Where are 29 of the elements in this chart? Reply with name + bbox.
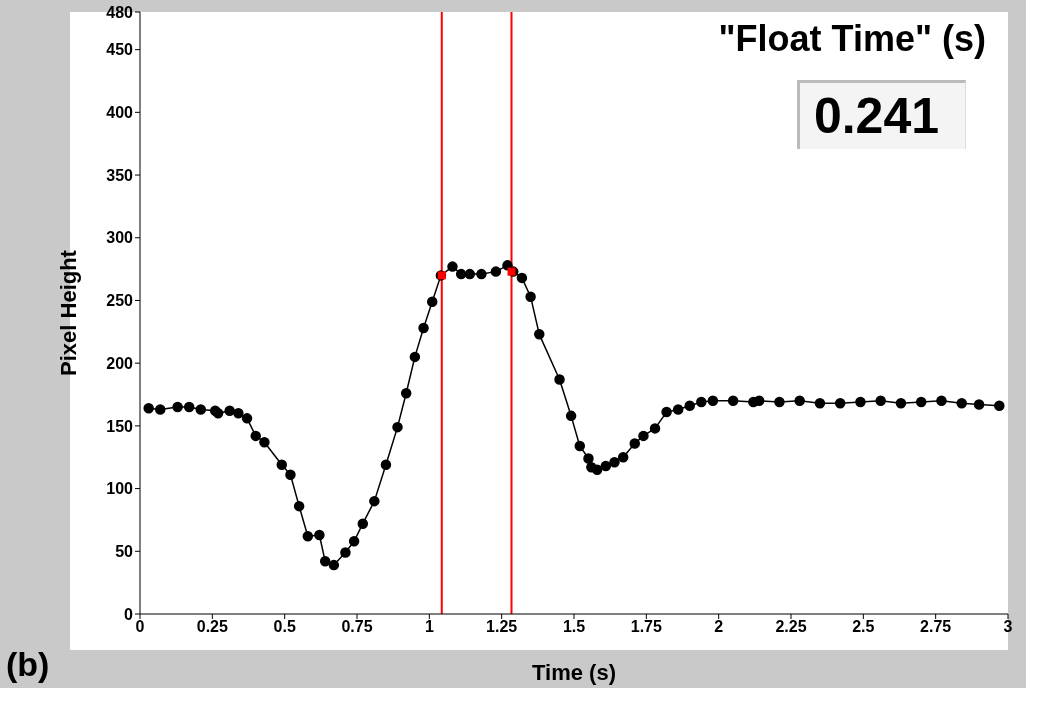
x-tick-label: 2.5 xyxy=(852,618,875,636)
x-tick-label: 2.25 xyxy=(775,618,807,636)
y-tick-label: 50 xyxy=(115,542,134,560)
y-tick-label: 450 xyxy=(106,41,134,59)
x-tick-label: 3 xyxy=(1003,618,1013,636)
y-tick-label: 350 xyxy=(106,166,134,184)
y-tick-label: 250 xyxy=(106,292,134,310)
y-tick-label: 200 xyxy=(106,354,134,372)
y-tick-label: 300 xyxy=(106,229,134,247)
x-axis-title: Time (s) xyxy=(532,660,616,685)
x-tick-label: 0 xyxy=(135,618,145,636)
x-tick-label: 1.5 xyxy=(562,618,586,636)
x-tick-label: 0.5 xyxy=(273,618,296,636)
annotation: "Float Time" (s) xyxy=(718,18,986,60)
y-tick-label: 480 xyxy=(106,3,134,21)
annotation: 0.241 xyxy=(796,80,966,149)
y-tick-label: 100 xyxy=(106,480,134,498)
x-tick-label: 0.75 xyxy=(341,618,373,636)
y-tick-label: 400 xyxy=(106,104,134,122)
x-tick-label: 1.25 xyxy=(486,618,518,636)
y-tick-label: 150 xyxy=(106,417,134,435)
x-tick-label: 1.75 xyxy=(630,618,663,636)
x-tick-label: 1 xyxy=(424,618,434,636)
y-tick-label: 0 xyxy=(124,605,134,623)
x-tick-label: 2 xyxy=(714,618,724,636)
x-tick-label: 2.75 xyxy=(920,618,952,636)
text: (b) xyxy=(6,645,50,684)
x-tick-label: 0.25 xyxy=(196,618,229,636)
y-axis-title: Pixel Height xyxy=(55,249,81,376)
